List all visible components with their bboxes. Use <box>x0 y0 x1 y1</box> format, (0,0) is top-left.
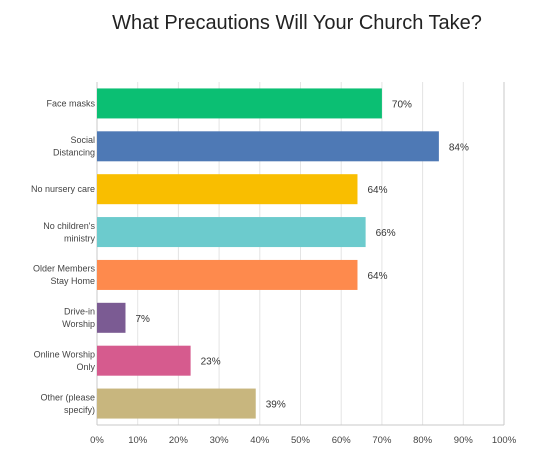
bar <box>97 259 358 290</box>
x-tick-label: 100% <box>492 435 517 446</box>
category-label-line: Only <box>76 362 95 372</box>
category-label: No children's ministry <box>43 221 95 244</box>
x-tick-label: 60% <box>332 435 352 446</box>
category-label: Face masks <box>46 98 95 108</box>
data-label: 64% <box>367 271 387 282</box>
category-label: Online Worship Only <box>34 349 96 372</box>
category-label: Drive-in Worship <box>62 307 95 330</box>
data-label: 66% <box>376 228 396 239</box>
x-tick-label: 10% <box>128 435 148 446</box>
value-labels: 70% 84% 64% 66% 64% 7% 23% 39% <box>135 99 469 410</box>
x-tick-label: 0% <box>90 435 104 446</box>
data-label: 7% <box>135 314 150 325</box>
chart-title: What Precautions Will Your Church Take? <box>112 12 482 34</box>
bar <box>97 345 191 376</box>
bar <box>97 302 126 333</box>
bar <box>97 217 366 248</box>
category-label-line: Face masks <box>46 98 95 108</box>
data-label: 64% <box>367 185 387 196</box>
bar <box>97 174 358 205</box>
bar <box>97 131 439 162</box>
x-tick-label: 20% <box>169 435 189 446</box>
x-tick-label: 30% <box>210 435 230 446</box>
x-tick-label: 70% <box>372 435 392 446</box>
category-label: Social Distancing <box>53 135 95 158</box>
category-label-line: specify) <box>64 405 95 415</box>
data-label: 70% <box>392 99 412 110</box>
category-label-line: ministry <box>64 233 95 243</box>
x-tick-label: 80% <box>413 435 433 446</box>
bars <box>97 88 439 419</box>
category-label-line: Stay Home <box>50 276 95 286</box>
category-label-line: Worship <box>62 319 95 329</box>
category-labels: Face masks Social Distancing No nursery car… <box>31 98 96 414</box>
x-tick-label: 90% <box>454 435 474 446</box>
bar <box>97 388 256 419</box>
category-label-line: No children's <box>43 221 95 231</box>
data-label: 39% <box>266 400 286 411</box>
data-label: 84% <box>449 142 469 153</box>
x-axis-ticks: 0% 10% 20% 30% 40% 50% 60% 70% 80% 90% 100% <box>90 435 517 446</box>
category-label-line: Drive-in <box>64 307 95 317</box>
category-label-line: Online Worship <box>34 349 95 359</box>
data-label: 23% <box>201 357 221 368</box>
x-tick-label: 50% <box>291 435 311 446</box>
category-label-line: Social <box>70 135 95 145</box>
category-label-line: Older Members <box>33 264 96 274</box>
category-label: Other (please specify) <box>40 392 95 415</box>
bar <box>97 88 382 119</box>
category-label: No nursery care <box>31 184 95 194</box>
category-label-line: Distancing <box>53 148 95 158</box>
category-label-line: Other (please <box>40 392 95 402</box>
category-label: Older Members Stay Home <box>33 264 96 287</box>
category-label-line: No nursery care <box>31 184 95 194</box>
x-tick-label: 40% <box>250 435 270 446</box>
